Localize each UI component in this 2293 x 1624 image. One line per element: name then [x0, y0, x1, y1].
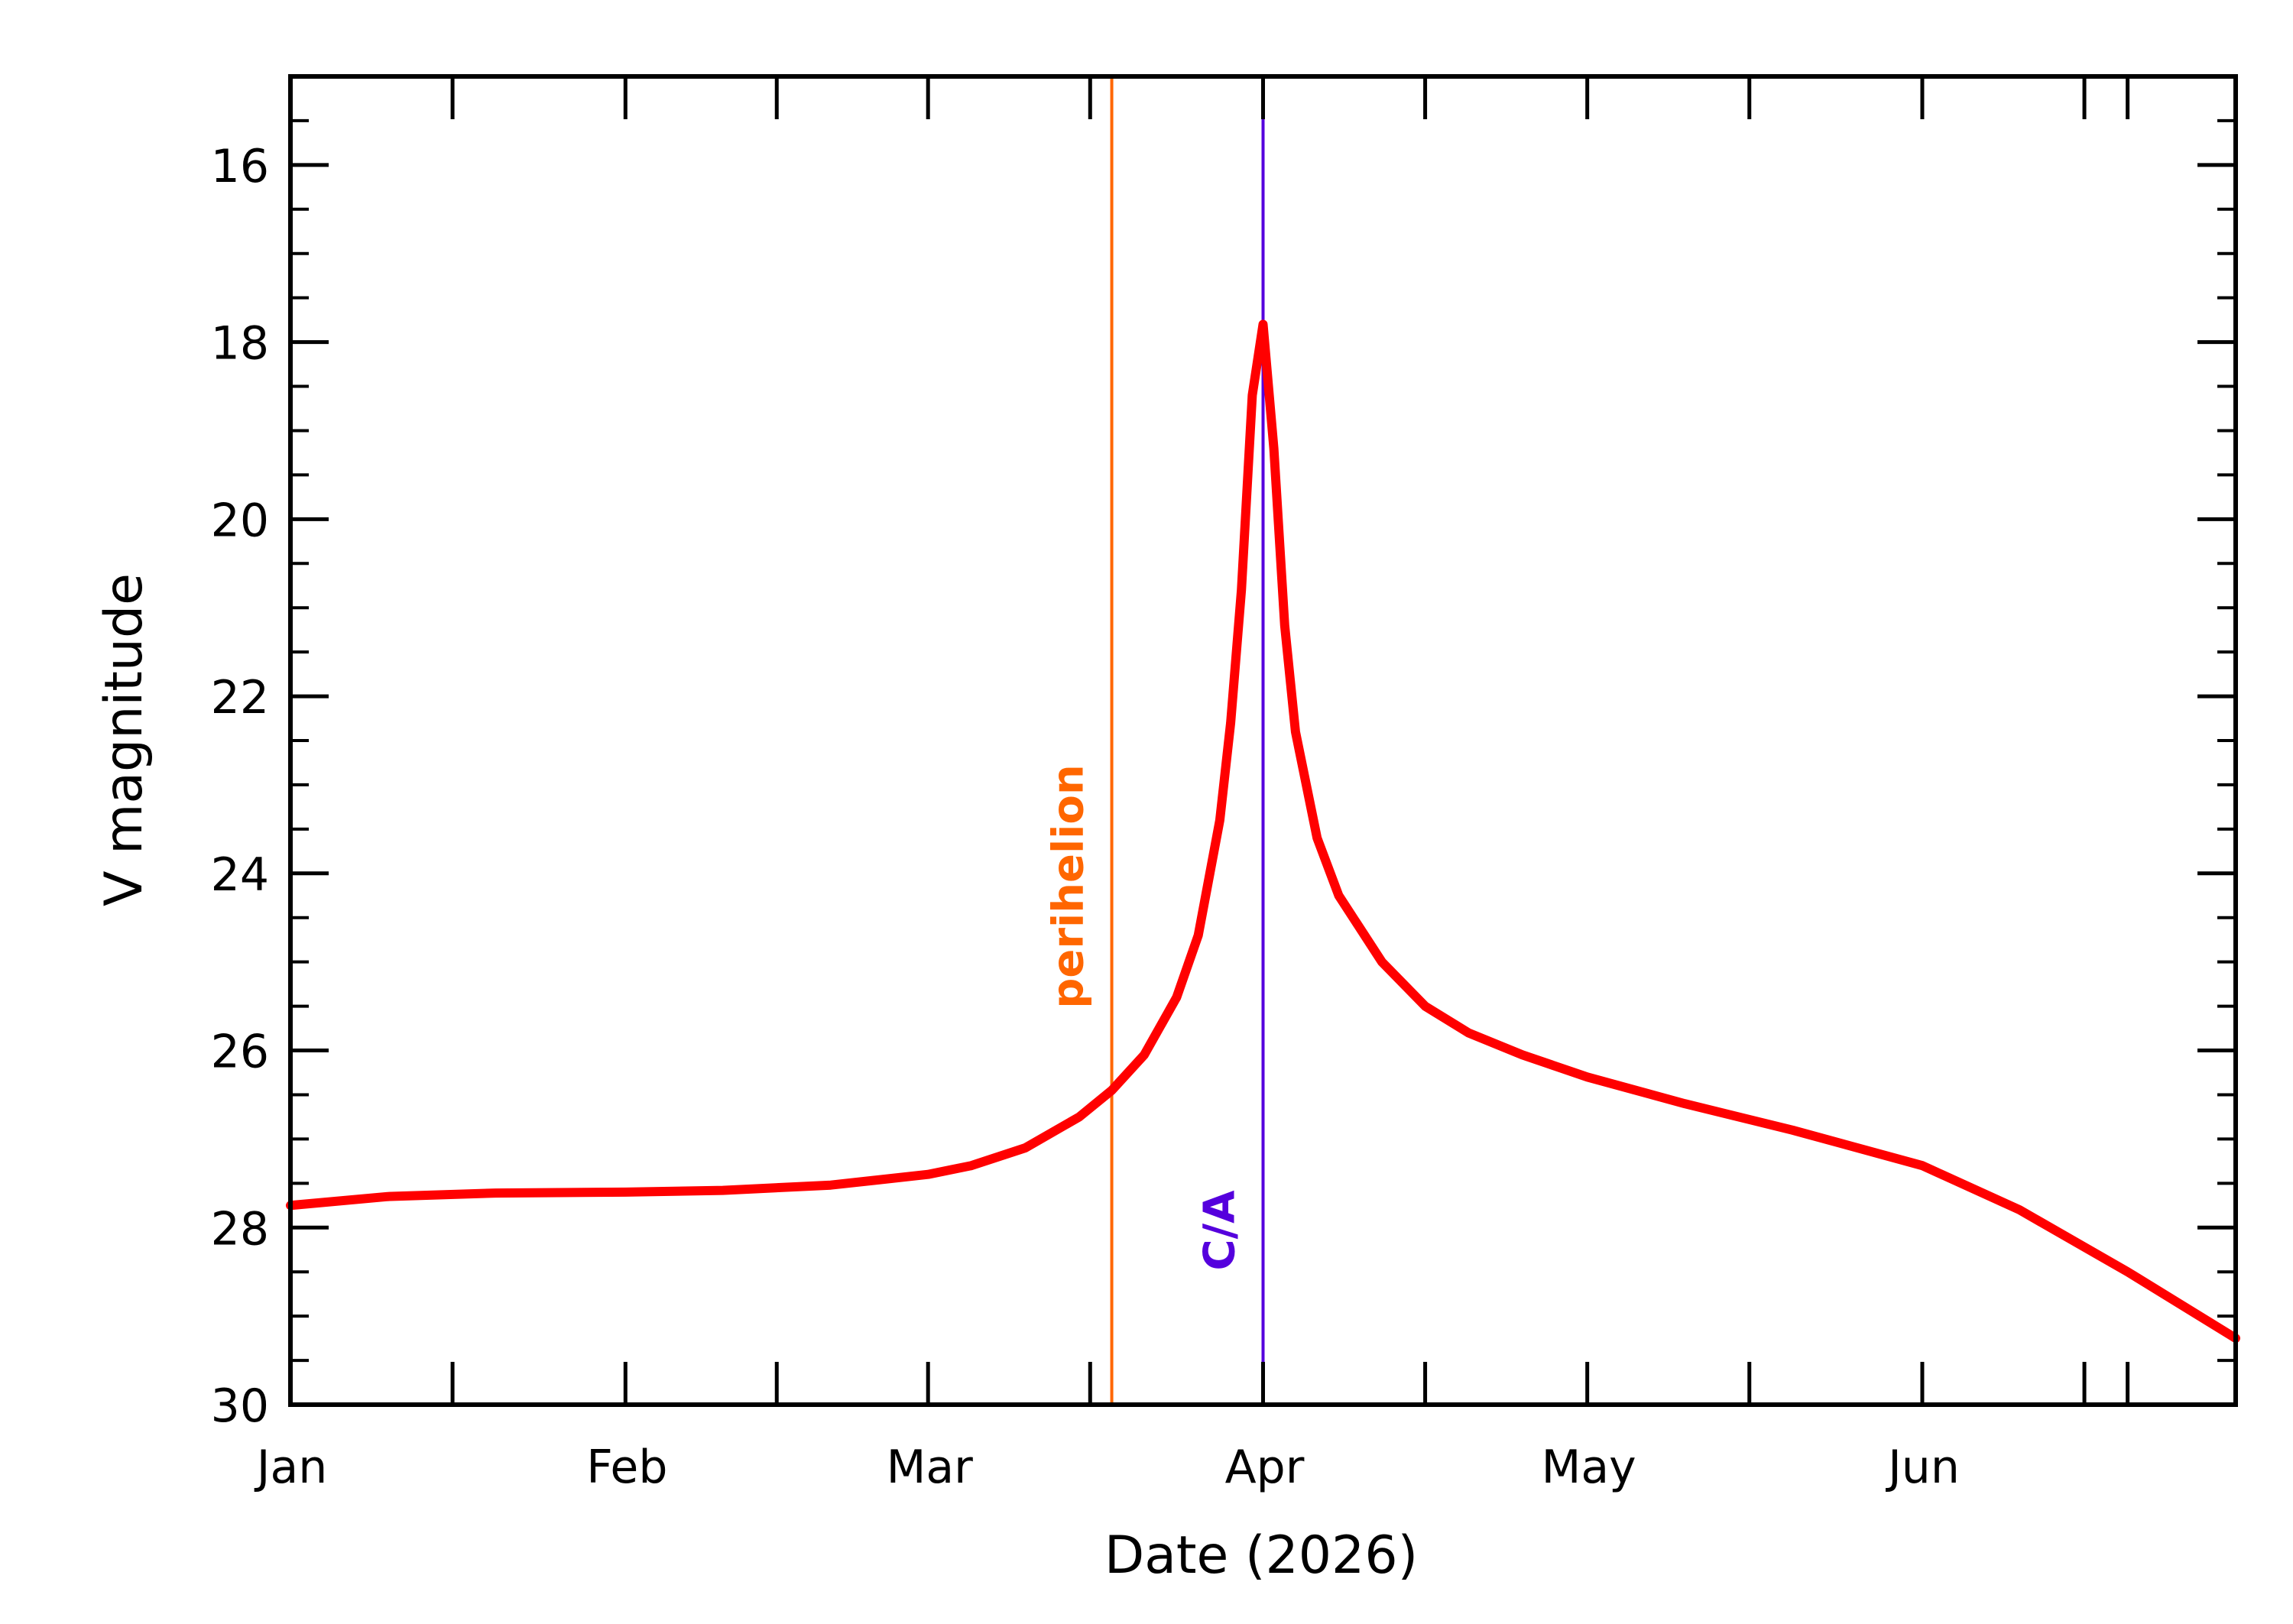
y-tick-label: 16	[211, 140, 269, 193]
x-tick-label: Apr	[1225, 1441, 1305, 1494]
event-markers: perihelion C/A	[1044, 76, 1265, 1405]
x-tick-label: Jan	[254, 1441, 328, 1494]
y-tick-label: 22	[211, 671, 269, 724]
x-tick-label: Feb	[586, 1441, 667, 1494]
event-label-closest-approach: C/A	[1195, 1190, 1245, 1271]
tick-labels: 16 18 20 22 24 26 28 30 Jan Feb Mar Apr May Jun	[211, 140, 1960, 1494]
plot-frame	[288, 74, 2238, 1407]
magnitude-series-line	[286, 319, 2240, 1344]
y-tick-label: 30	[211, 1379, 269, 1433]
y-tick-label: 18	[211, 317, 269, 371]
x-axis-title: Date (2026)	[1104, 1525, 1418, 1586]
y-tick-label: 24	[211, 848, 269, 902]
x-tick-label: Mar	[887, 1441, 974, 1494]
y-tick-label: 20	[211, 494, 269, 547]
y-tick-label: 28	[211, 1202, 269, 1256]
series-layer	[286, 319, 2240, 1344]
event-label-perihelion: perihelion	[1044, 764, 1094, 1008]
y-tick-label: 26	[211, 1026, 269, 1079]
x-tick-label: May	[1542, 1441, 1636, 1494]
x-tick-label: Jun	[1885, 1441, 1960, 1494]
y-axis-title: V magnitude	[94, 573, 154, 906]
